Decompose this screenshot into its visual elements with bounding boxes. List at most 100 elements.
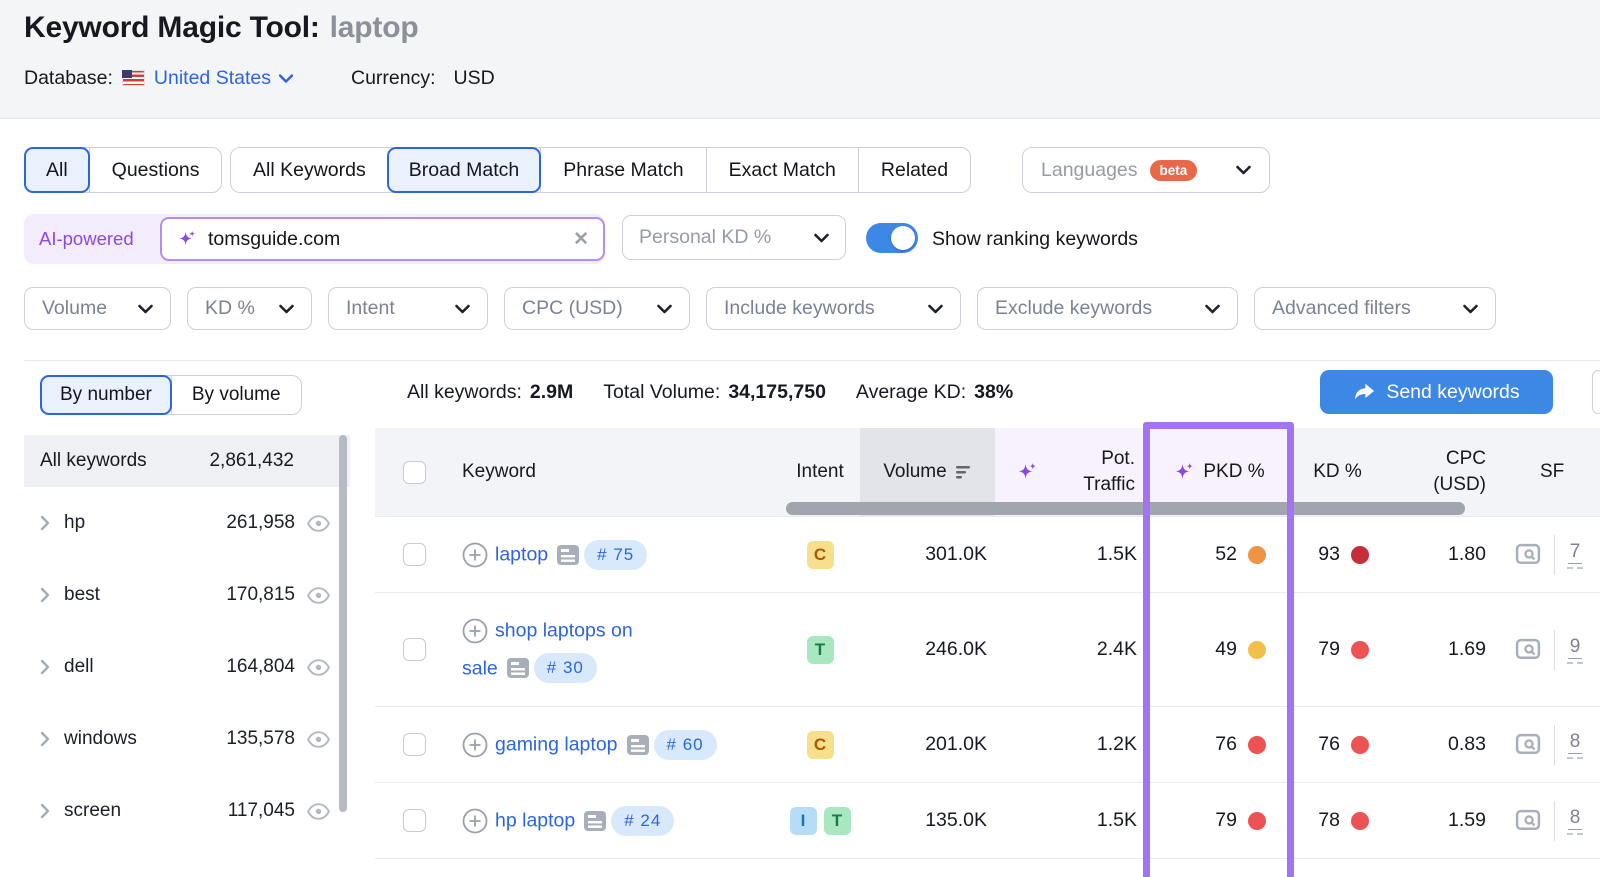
eye-icon[interactable] [307,802,330,820]
sidebar-scrollbar[interactable] [339,435,347,812]
table-row: gaming laptop # 60 C 201.0K 1.2K 76 76 0.… [375,706,1600,782]
ranking-position-badge[interactable]: # 30 [533,653,597,684]
add-keyword-icon[interactable] [462,732,488,758]
languages-dropdown[interactable]: Languages beta [1022,147,1270,193]
kd-value: 79 [1318,638,1340,660]
sf-count-link[interactable]: 8 [1567,806,1583,835]
database-selector[interactable]: United States [154,63,293,93]
serp-preview-icon[interactable] [1515,809,1542,832]
sf-count-link[interactable]: 8 [1567,730,1583,759]
select-all-checkbox[interactable] [403,460,426,484]
intent-badge[interactable]: C [806,540,834,569]
keyword-link[interactable]: laptop [495,543,549,566]
chevron-right-icon[interactable] [40,587,50,603]
intent-badge[interactable]: T [806,635,834,664]
col-header-sf[interactable]: SF [1540,461,1565,482]
tab-questions[interactable]: Questions [88,148,222,192]
clipped-button[interactable] [1592,370,1600,414]
chevron-right-icon[interactable] [40,659,50,675]
horizontal-scrollbar[interactable] [786,502,1465,515]
intent-badge[interactable]: C [806,730,834,759]
sf-dashes [1567,661,1583,664]
ranking-position-badge[interactable]: # 24 [611,805,675,836]
row-checkbox[interactable] [403,733,426,756]
chevron-right-icon[interactable] [40,731,50,747]
stat-total-volume: Total Volume: 34,175,750 [603,381,826,404]
keyword-link[interactable]: shop laptops on sale [462,619,633,679]
add-keyword-icon[interactable] [462,808,488,834]
intent-badge[interactable]: T [823,806,851,835]
group-item-hp[interactable]: hp 261,958 [24,487,350,559]
tab-related[interactable]: Related [857,148,970,192]
col-header-keyword[interactable]: Keyword [462,461,536,482]
volume-filter-dropdown[interactable]: Volume [24,287,171,330]
serp-features-icon[interactable] [584,810,607,831]
keyword-link[interactable]: hp laptop [495,809,576,832]
advanced-filters-dropdown[interactable]: Advanced filters [1254,287,1496,330]
ranking-position-badge[interactable]: # 60 [653,729,717,760]
kd-difficulty-dot [1351,735,1369,754]
serp-features-icon[interactable] [506,658,529,679]
serp-features-icon[interactable] [626,734,649,755]
question-tab-group: All Questions [24,147,223,193]
serp-features-icon[interactable] [557,544,580,565]
col-header-pot-traffic[interactable]: Pot. Traffic [995,428,1145,516]
serp-preview-icon[interactable] [1515,638,1542,661]
ai-powered-container: AI-powered tomsguide.com ✕ [24,214,605,264]
serp-preview-icon[interactable] [1515,543,1542,566]
include-keywords-dropdown[interactable]: Include keywords [706,287,961,330]
keyword-link[interactable]: gaming laptop [495,733,618,756]
col-header-intent[interactable]: Intent [796,461,844,482]
row-checkbox[interactable] [403,543,426,566]
sf-count-link[interactable]: 9 [1567,635,1583,664]
chevron-right-icon[interactable] [40,803,50,819]
sf-count-link[interactable]: 7 [1567,540,1583,569]
intent-badge[interactable]: I [789,806,817,835]
group-item-screen[interactable]: screen 117,045 [24,775,350,847]
exclude-keywords-dropdown[interactable]: Exclude keywords [977,287,1238,330]
serp-preview-icon[interactable] [1515,733,1542,756]
col-header-kd[interactable]: KD % [1313,461,1362,482]
group-item-windows[interactable]: windows 135,578 [24,703,350,775]
eye-icon[interactable] [307,514,330,532]
kd-filter-dropdown[interactable]: KD % [187,287,312,330]
row-checkbox[interactable] [403,809,426,832]
group-item-dell[interactable]: dell 164,804 [24,631,350,703]
eye-icon[interactable] [307,586,330,604]
stat-total-volume-label: Total Volume: [603,381,721,403]
tab-all-keywords[interactable]: All Keywords [253,159,366,181]
ranking-position-badge[interactable]: # 75 [584,539,648,570]
tab-all[interactable]: All [24,147,90,193]
tab-by-number[interactable]: By number [40,375,172,415]
row-checkbox[interactable] [403,638,426,661]
tab-phrase-match[interactable]: Phrase Match [540,148,705,192]
group-label: windows [64,728,137,749]
tab-broad-match[interactable]: Broad Match [386,147,542,193]
cpc-filter-dropdown[interactable]: CPC (USD) [504,287,690,330]
col-header-volume[interactable]: Volume [860,428,995,516]
add-keyword-icon[interactable] [462,542,488,568]
tab-exact-match[interactable]: Exact Match [705,148,858,192]
personal-kd-dropdown[interactable]: Personal KD % [622,215,846,260]
pkd-value: 76 [1215,733,1237,755]
chevron-right-icon[interactable] [40,515,50,531]
col-header-cpc[interactable]: CPC (USD) [1383,428,1500,516]
kd-difficulty-dot [1351,640,1369,659]
group-item-best[interactable]: best 170,815 [24,559,350,631]
all-keywords-row[interactable]: All keywords 2,861,432 [24,435,350,487]
eye-icon[interactable] [307,730,330,748]
tab-by-volume[interactable]: By volume [170,376,301,414]
domain-search-input[interactable]: tomsguide.com ✕ [160,217,605,261]
stat-average-kd-value: 38% [974,381,1014,403]
clear-input-icon[interactable]: ✕ [573,228,589,250]
advanced-filters-label: Advanced filters [1272,297,1411,319]
send-keywords-button[interactable]: Send keywords [1320,370,1553,414]
show-ranking-keywords-toggle[interactable] [866,223,918,253]
intent-filter-dropdown[interactable]: Intent [328,287,488,330]
add-keyword-icon[interactable] [462,618,488,644]
table-row: shop laptops on sale # 30 T 246.0K 2.4K 4… [375,592,1600,706]
col-header-pkd[interactable]: PKD % [1145,428,1292,516]
languages-label: Languages [1041,158,1138,181]
eye-icon[interactable] [307,658,330,676]
